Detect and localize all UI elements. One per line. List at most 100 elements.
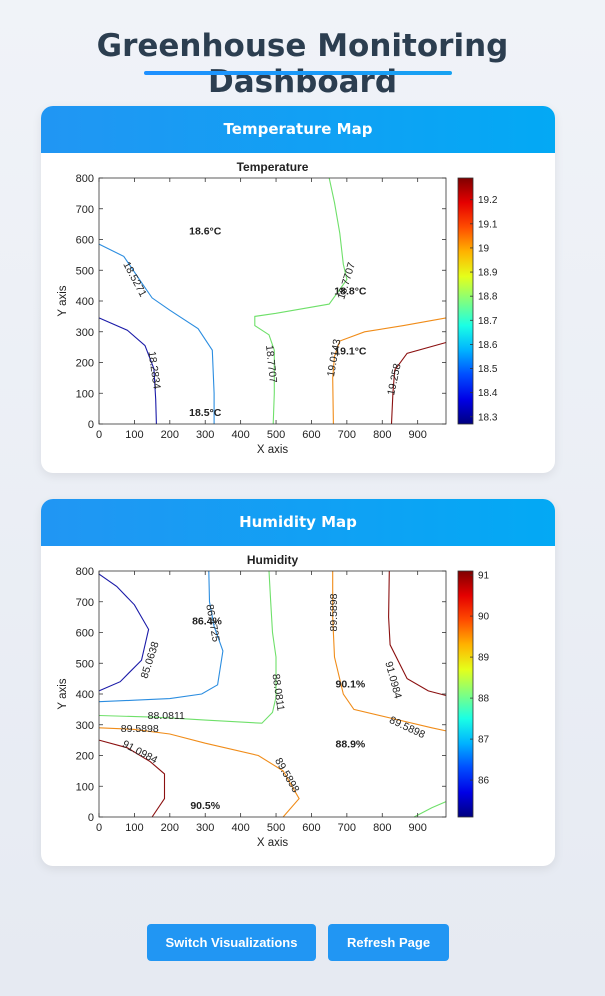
y-tick-label: 800 <box>76 173 94 185</box>
value-annotation: 18.8°C <box>334 286 367 298</box>
y-tick-label: 700 <box>76 204 94 216</box>
y-tick-label: 200 <box>76 358 94 370</box>
x-axis-label: X axis <box>257 444 289 456</box>
y-tick-label: 300 <box>76 720 94 732</box>
x-tick-label: 700 <box>338 429 356 441</box>
page-title: Greenhouse Monitoring Dashboard <box>96 28 509 100</box>
x-tick-label: 0 <box>96 429 102 441</box>
x-tick-label: 100 <box>125 429 143 441</box>
colorbar-tick-label: 19 <box>478 243 490 254</box>
colorbar-tick-label: 18.4 <box>478 388 498 399</box>
colorbar-tick-label: 90 <box>478 612 490 623</box>
x-tick-label: 600 <box>302 429 320 441</box>
y-tick-label: 600 <box>76 235 94 247</box>
y-tick-label: 0 <box>88 419 94 431</box>
colorbar-tick-label: 18.3 <box>478 412 498 423</box>
y-axis-label: Y axis <box>57 285 69 316</box>
colorbar-tick-label: 18.9 <box>478 268 498 279</box>
contour-line <box>254 177 348 425</box>
x-tick-label: 800 <box>373 429 391 441</box>
contour-line <box>413 801 447 818</box>
y-tick-label: 100 <box>76 388 94 400</box>
title-underline <box>144 71 452 75</box>
contour-line <box>98 317 157 425</box>
contour-label: 88.0811 <box>148 710 185 722</box>
contour-line <box>98 739 166 818</box>
x-axis-label: X axis <box>257 837 289 849</box>
contour-label: 18.7707 <box>263 345 279 384</box>
contour-line <box>332 317 447 425</box>
contour-line <box>98 570 224 703</box>
humidity-contour-plot: Humidity85.063886.472588.081188.081189.5… <box>57 553 490 849</box>
x-tick-label: 900 <box>408 822 426 834</box>
colorbar-tick-label: 18.6 <box>478 340 498 351</box>
colorbar-tick-label: 19.1 <box>478 219 498 230</box>
x-tick-label: 600 <box>302 822 320 834</box>
x-tick-label: 0 <box>96 822 102 834</box>
contour-line <box>332 571 447 732</box>
contour-line <box>390 341 447 425</box>
refresh-page-button[interactable]: Refresh Page <box>328 924 449 961</box>
contour-label: 88.0811 <box>269 673 286 712</box>
switch-visualizations-button[interactable]: Switch Visualizations <box>147 924 316 961</box>
humidity-card: Humidity Map Humidity 85.0638 86.4725 88.08… <box>41 499 555 866</box>
value-annotation: 18.5°C <box>189 407 222 419</box>
colorbar-tick-label: 89 <box>478 653 490 664</box>
x-tick-label: 500 <box>267 822 285 834</box>
y-tick-label: 100 <box>76 781 94 793</box>
contour-label: 91.0984 <box>120 738 159 766</box>
contour-label: 89.5898 <box>328 593 340 631</box>
x-tick-label: 300 <box>196 822 214 834</box>
x-tick-label: 200 <box>161 429 179 441</box>
temperature-card: Temperature Map Temperature 18.5271 18.283… <box>41 106 555 473</box>
y-tick-label: 0 <box>88 812 94 824</box>
colorbar-tick-label: 91 <box>478 571 490 582</box>
value-annotation: 18.6°C <box>189 226 222 238</box>
value-annotation: 88.9% <box>336 739 366 751</box>
x-tick-label: 500 <box>267 429 285 441</box>
x-tick-label: 800 <box>373 822 391 834</box>
x-tick-label: 200 <box>161 822 179 834</box>
contour-label: 89.5898 <box>121 723 159 735</box>
plot-title: Temperature <box>237 160 309 174</box>
value-annotation: 19.1°C <box>334 346 367 358</box>
value-annotation: 90.5% <box>190 800 220 812</box>
y-tick-label: 600 <box>76 628 94 640</box>
colorbar-tick-label: 19.2 <box>478 195 498 206</box>
y-tick-label: 700 <box>76 597 94 609</box>
colorbar-tick-label: 86 <box>478 776 490 787</box>
x-tick-label: 900 <box>408 429 426 441</box>
x-tick-label: 400 <box>231 822 249 834</box>
humidity-card-header: Humidity Map <box>41 499 555 546</box>
x-tick-label: 100 <box>125 822 143 834</box>
y-tick-label: 400 <box>76 296 94 308</box>
contour-label: 89.5898 <box>387 714 427 741</box>
y-tick-label: 500 <box>76 658 94 670</box>
y-tick-label: 500 <box>76 265 94 277</box>
colorbar-tick-label: 18.7 <box>478 316 498 327</box>
colorbar-tick-label: 18.5 <box>478 364 498 375</box>
contour-label: 89.5898 <box>272 756 301 795</box>
colorbar <box>457 177 474 425</box>
contour-line <box>388 570 447 697</box>
y-axis-label: Y axis <box>57 678 69 709</box>
contour-line <box>98 570 277 724</box>
contour-label: 18.2834 <box>146 351 163 390</box>
contour-line <box>98 573 150 692</box>
value-annotation: 90.1% <box>336 679 366 691</box>
y-tick-label: 400 <box>76 689 94 701</box>
y-tick-label: 300 <box>76 327 94 339</box>
contour-line <box>98 727 300 818</box>
contour-line <box>98 243 215 424</box>
y-tick-label: 800 <box>76 566 94 578</box>
colorbar-tick-label: 87 <box>478 735 490 746</box>
contour-label: 19.0143 <box>325 338 343 378</box>
x-tick-label: 300 <box>196 429 214 441</box>
x-tick-label: 700 <box>338 822 356 834</box>
x-tick-label: 400 <box>231 429 249 441</box>
y-tick-label: 200 <box>76 751 94 763</box>
colorbar-tick-label: 88 <box>478 694 490 705</box>
value-annotation: 86.4% <box>192 616 222 628</box>
colorbar <box>457 570 474 818</box>
